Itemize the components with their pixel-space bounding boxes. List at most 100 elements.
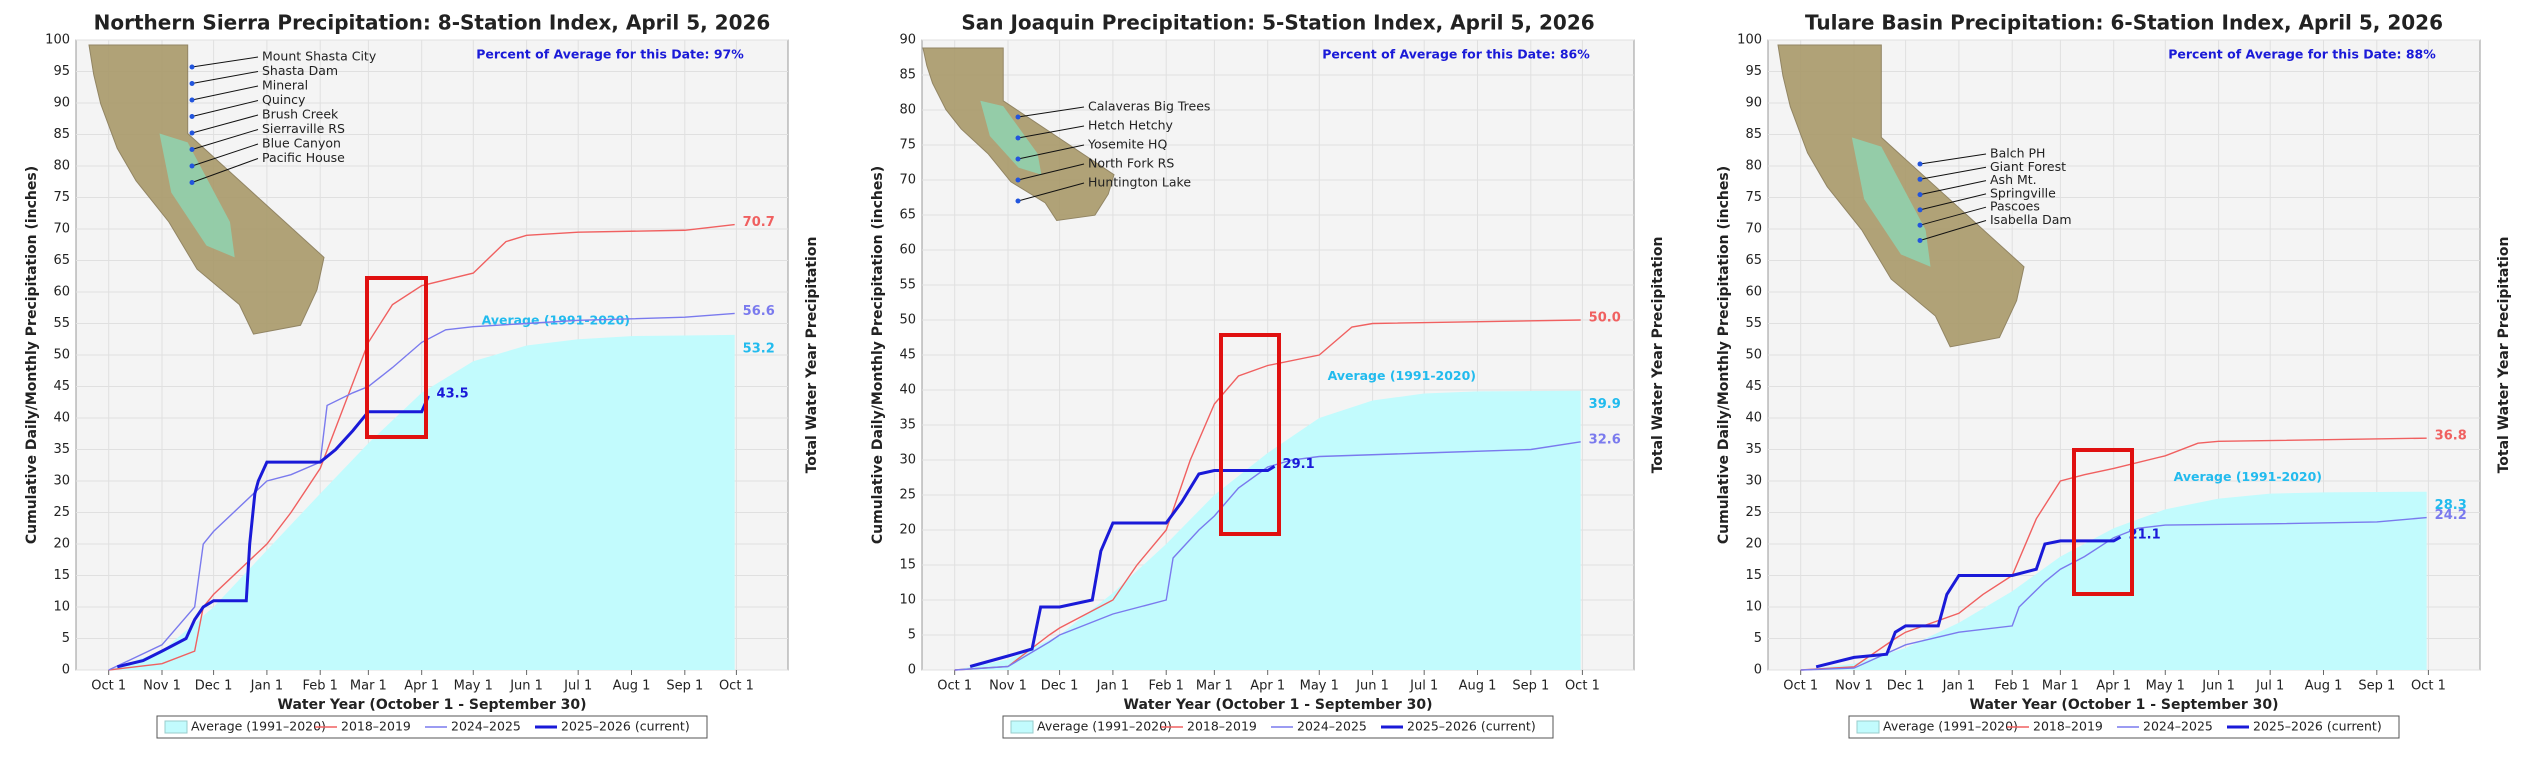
station-leader (1919, 180, 1987, 196)
station-leader (1017, 125, 1085, 139)
y-tick-label: 85 (899, 68, 916, 83)
x-tick-label: Apr 1 (1250, 679, 1285, 694)
y-axis-label: Cumulative Daily/Monthly Precipitation (… (24, 166, 40, 544)
legend-label: 2025–2026 (current) (1407, 719, 1536, 734)
station-leader (1017, 163, 1085, 181)
x-tick-label: Dec 1 (1887, 679, 1925, 694)
legend-label: 2018–2019 (1187, 719, 1257, 734)
average-area (108, 334, 735, 670)
x-tick-label: Feb 1 (303, 679, 338, 694)
x-tick-label: May 1 (454, 679, 493, 694)
legend-swatch (164, 720, 188, 734)
y-tick-label: 40 (1745, 411, 1762, 426)
station-label: Calaveras Big Trees (1088, 99, 1210, 114)
end-label: 56.6 (743, 304, 775, 319)
y-tick-label: 80 (1745, 159, 1762, 174)
x-tick-label: May 1 (2146, 679, 2185, 694)
station-leader (1017, 106, 1085, 118)
y-tick-label: 35 (1745, 442, 1762, 457)
station-label: Blue Canyon (262, 136, 341, 151)
x-tick-label: Mar 1 (2042, 679, 2079, 694)
y-tick-label: 45 (1745, 379, 1762, 394)
y-tick-label: 50 (53, 348, 70, 363)
y-tick-label: 15 (53, 568, 70, 583)
station-dot (1015, 156, 1021, 162)
x-tick-label: Sep 1 (2358, 679, 2395, 694)
x-tick-label: Aug 1 (2305, 679, 2343, 694)
highlight-box (365, 276, 428, 439)
x-tick-label: Oct 1 (719, 679, 754, 694)
station-label: Ash Mt. (1990, 172, 2037, 187)
legend-label: Average (1991–2020) (191, 719, 326, 734)
end-label: 53.2 (743, 341, 775, 356)
y-tick-label: 15 (899, 558, 916, 573)
x-tick-label: Sep 1 (1512, 679, 1549, 694)
x-tick-label: Dec 1 (195, 679, 233, 694)
station-label: Hetch Hetchy (1088, 118, 1174, 133)
chart-panel: San Joaquin Precipitation: 5-Station Ind… (870, 11, 1666, 739)
y-tick-label: 0 (908, 663, 916, 678)
x-axis-label: Water Year (October 1 - September 30) (1970, 697, 2279, 713)
y-tick-label: 55 (1745, 316, 1762, 331)
station-label: North Fork RS (1088, 156, 1174, 171)
station-label: Shasta Dam (262, 63, 338, 78)
x-tick-label: Sep 1 (666, 679, 703, 694)
legend-label: 2024–2025 (1297, 719, 1367, 734)
x-tick-label: Jan 1 (1096, 679, 1129, 694)
station-dot (1917, 192, 1923, 198)
y-axis-label: Cumulative Daily/Monthly Precipitation (… (870, 166, 886, 544)
y-tick-label: 20 (1745, 537, 1762, 552)
y-tick-label: 5 (1754, 631, 1762, 646)
end-label: 29.1 (1283, 457, 1315, 472)
valley (1851, 137, 1931, 267)
y-tick-label: 50 (899, 313, 916, 328)
station-label: Balch PH (1990, 146, 2045, 161)
series-line (969, 465, 1276, 668)
station-leader (1017, 144, 1085, 160)
y-tick-label: 20 (53, 537, 70, 552)
x-tick-label: Feb 1 (1149, 679, 1184, 694)
valley (980, 100, 1042, 175)
y-tick-label: 65 (53, 253, 70, 268)
legend-label: 2018–2019 (2033, 719, 2103, 734)
y-tick-label: 10 (899, 593, 916, 608)
y-tick-label: 0 (1754, 663, 1762, 678)
x-tick-label: Jun 1 (509, 679, 543, 694)
station-dot (189, 163, 195, 169)
x-tick-label: Apr 1 (404, 679, 439, 694)
station-label: Springville (1990, 185, 2056, 200)
series-line (954, 319, 1581, 671)
y-tick-label: 60 (1745, 285, 1762, 300)
station-label: Huntington Lake (1088, 175, 1191, 190)
x-axis-label: Water Year (October 1 - September 30) (278, 697, 587, 713)
y-tick-label: 25 (1745, 505, 1762, 520)
station-label: Quincy (262, 92, 306, 107)
end-label: 50.0 (1589, 311, 1621, 326)
station-dot (1917, 222, 1923, 228)
end-label: 36.8 (2435, 429, 2467, 444)
chart-title: San Joaquin Precipitation: 5-Station Ind… (961, 11, 1594, 35)
series-line (1800, 437, 2427, 671)
station-leader (191, 100, 259, 117)
station-leader (1919, 153, 1987, 165)
x-tick-label: Oct 1 (2411, 679, 2446, 694)
y-tick-label: 70 (899, 173, 916, 188)
percent-annotation: Percent of Average for this Date: 86% (1322, 47, 1590, 62)
station-leader (191, 143, 259, 167)
x-tick-label: Jul 1 (2255, 679, 2284, 694)
x-tick-label: Feb 1 (1995, 679, 2030, 694)
station-dot (189, 147, 195, 152)
y2-axis-label: Total Water Year Precipitation (2496, 237, 2512, 474)
station-label: Mineral (262, 78, 308, 93)
y-tick-label: 15 (1745, 568, 1762, 583)
x-tick-label: Jul 1 (1409, 679, 1438, 694)
y-tick-label: 90 (1745, 96, 1762, 111)
y-tick-label: 100 (45, 33, 70, 48)
station-label: Yosemite HQ (1087, 137, 1167, 152)
y2-axis-label: Total Water Year Precipitation (1650, 237, 1666, 474)
chart-panel: Northern Sierra Precipitation: 8-Station… (24, 11, 820, 739)
legend-label: 2025–2026 (current) (561, 719, 690, 734)
station-dot (189, 81, 195, 86)
station-label: Giant Forest (1990, 159, 2066, 174)
